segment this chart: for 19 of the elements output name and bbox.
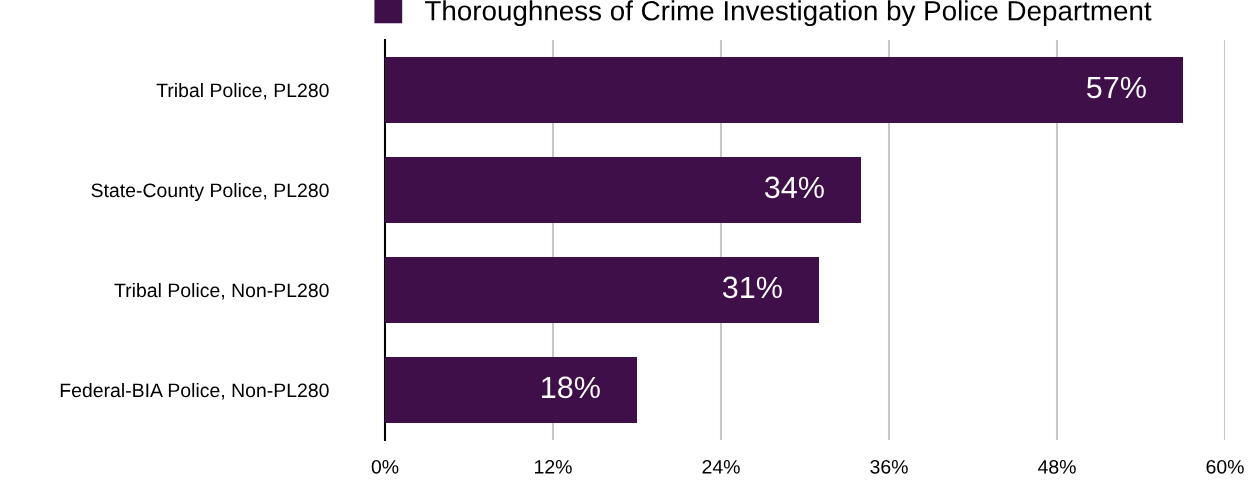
data-label: 18% bbox=[542, 376, 600, 399]
bar bbox=[385, 157, 861, 223]
x-tick-label: 36% bbox=[870, 459, 908, 474]
bar bbox=[385, 357, 637, 423]
bar bbox=[385, 57, 1183, 123]
y-tick-label: Tribal Police, PL280 bbox=[156, 82, 329, 100]
y-tick-label: Tribal Police, Non-PL280 bbox=[114, 282, 329, 300]
x-tick-label: 60% bbox=[1206, 459, 1244, 474]
data-label: 57% bbox=[1087, 76, 1146, 99]
data-label: 34% bbox=[764, 176, 824, 199]
y-tick-label: State-County Police, PL280 bbox=[91, 182, 329, 202]
x-tick-label: 24% bbox=[702, 459, 740, 474]
data-label: 31% bbox=[722, 276, 782, 299]
x-tick-label: 12% bbox=[535, 459, 572, 474]
x-tick-label: 48% bbox=[1037, 459, 1076, 474]
y-tick-label: Federal-BIA Police, Non-PL280 bbox=[60, 382, 329, 400]
legend-label: Thoroughness of Crime Investigation by Police Department bbox=[425, 0, 1152, 27]
bar bbox=[385, 257, 819, 323]
x-tick-label: 0% bbox=[371, 459, 399, 474]
